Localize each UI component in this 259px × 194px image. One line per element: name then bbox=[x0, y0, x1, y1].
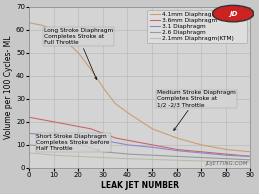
3.6mm Diaphragm bbox=[249, 155, 252, 158]
2.6 Diaphragm bbox=[147, 154, 150, 156]
Legend: 4.1mm Diaphragm(CRF450), 3.6mm Diaphragm, 3.1 Diaphragm, 2.6 Diaphragm, 2.1mm Di: 4.1mm Diaphragm(CRF450), 3.6mm Diaphragm… bbox=[147, 10, 247, 43]
3.1 Diaphragm bbox=[249, 155, 252, 158]
3.6mm Diaphragm bbox=[134, 141, 137, 143]
3.1 Diaphragm bbox=[159, 147, 162, 150]
2.1mm Diaphragm(KTM) bbox=[243, 161, 247, 163]
3.6mm Diaphragm bbox=[147, 143, 150, 146]
3.6mm Diaphragm bbox=[209, 152, 212, 154]
4.1mm Diaphragm(CRF450) bbox=[249, 151, 252, 153]
Line: 2.6 Diaphragm: 2.6 Diaphragm bbox=[29, 145, 250, 160]
Line: 2.1mm Diaphragm(KTM): 2.1mm Diaphragm(KTM) bbox=[29, 153, 250, 162]
3.6mm Diaphragm bbox=[159, 145, 162, 148]
Ellipse shape bbox=[214, 7, 252, 20]
2.6 Diaphragm bbox=[159, 154, 162, 157]
2.6 Diaphragm bbox=[249, 159, 252, 161]
3.1 Diaphragm bbox=[147, 146, 150, 148]
Ellipse shape bbox=[212, 5, 254, 22]
Text: Long Stroke Diaphragm
Completes Stroke at
Full Throttle: Long Stroke Diaphragm Completes Stroke a… bbox=[44, 28, 113, 79]
4.1mm Diaphragm(CRF450) bbox=[134, 117, 137, 119]
2.1mm Diaphragm(KTM) bbox=[147, 158, 150, 160]
3.6mm Diaphragm bbox=[27, 116, 31, 118]
2.6 Diaphragm bbox=[209, 157, 212, 159]
Line: 4.1mm Diaphragm(CRF450): 4.1mm Diaphragm(CRF450) bbox=[29, 23, 250, 152]
2.1mm Diaphragm(KTM) bbox=[159, 158, 162, 161]
2.1mm Diaphragm(KTM) bbox=[134, 158, 137, 160]
Y-axis label: Volume per 100 Cycles- ML: Volume per 100 Cycles- ML bbox=[4, 36, 13, 139]
Text: Medium Stroke Diaphragm
Completes Stroke at
1/2 -2/3 Throttle: Medium Stroke Diaphragm Completes Stroke… bbox=[157, 90, 236, 130]
2.1mm Diaphragm(KTM) bbox=[133, 158, 136, 160]
4.1mm Diaphragm(CRF450) bbox=[27, 22, 31, 24]
4.1mm Diaphragm(CRF450) bbox=[147, 126, 150, 128]
3.1 Diaphragm bbox=[133, 144, 136, 147]
3.6mm Diaphragm bbox=[133, 140, 136, 143]
3.1 Diaphragm bbox=[27, 132, 31, 134]
3.1 Diaphragm bbox=[243, 155, 247, 157]
Line: 3.6mm Diaphragm: 3.6mm Diaphragm bbox=[29, 117, 250, 156]
2.1mm Diaphragm(KTM) bbox=[209, 160, 212, 162]
3.1 Diaphragm bbox=[209, 153, 212, 155]
4.1mm Diaphragm(CRF450) bbox=[133, 116, 136, 118]
X-axis label: LEAK JET NUMBER: LEAK JET NUMBER bbox=[101, 181, 179, 190]
2.6 Diaphragm bbox=[243, 158, 247, 161]
2.6 Diaphragm bbox=[27, 144, 31, 146]
2.6 Diaphragm bbox=[134, 153, 137, 156]
2.1mm Diaphragm(KTM) bbox=[249, 161, 252, 163]
4.1mm Diaphragm(CRF450) bbox=[243, 150, 247, 152]
4.1mm Diaphragm(CRF450) bbox=[159, 131, 162, 133]
2.1mm Diaphragm(KTM) bbox=[27, 152, 31, 154]
3.6mm Diaphragm bbox=[243, 155, 247, 157]
4.1mm Diaphragm(CRF450) bbox=[209, 146, 212, 148]
Text: JD: JD bbox=[229, 11, 237, 16]
Text: Short Stroke Diaphragm
Completes Stroke before
Half Throttle: Short Stroke Diaphragm Completes Stroke … bbox=[37, 134, 110, 151]
2.6 Diaphragm bbox=[133, 153, 136, 156]
3.1 Diaphragm bbox=[134, 145, 137, 147]
Line: 3.1 Diaphragm: 3.1 Diaphragm bbox=[29, 133, 250, 156]
Text: JDJETTING.COM: JDJETTING.COM bbox=[206, 161, 248, 166]
